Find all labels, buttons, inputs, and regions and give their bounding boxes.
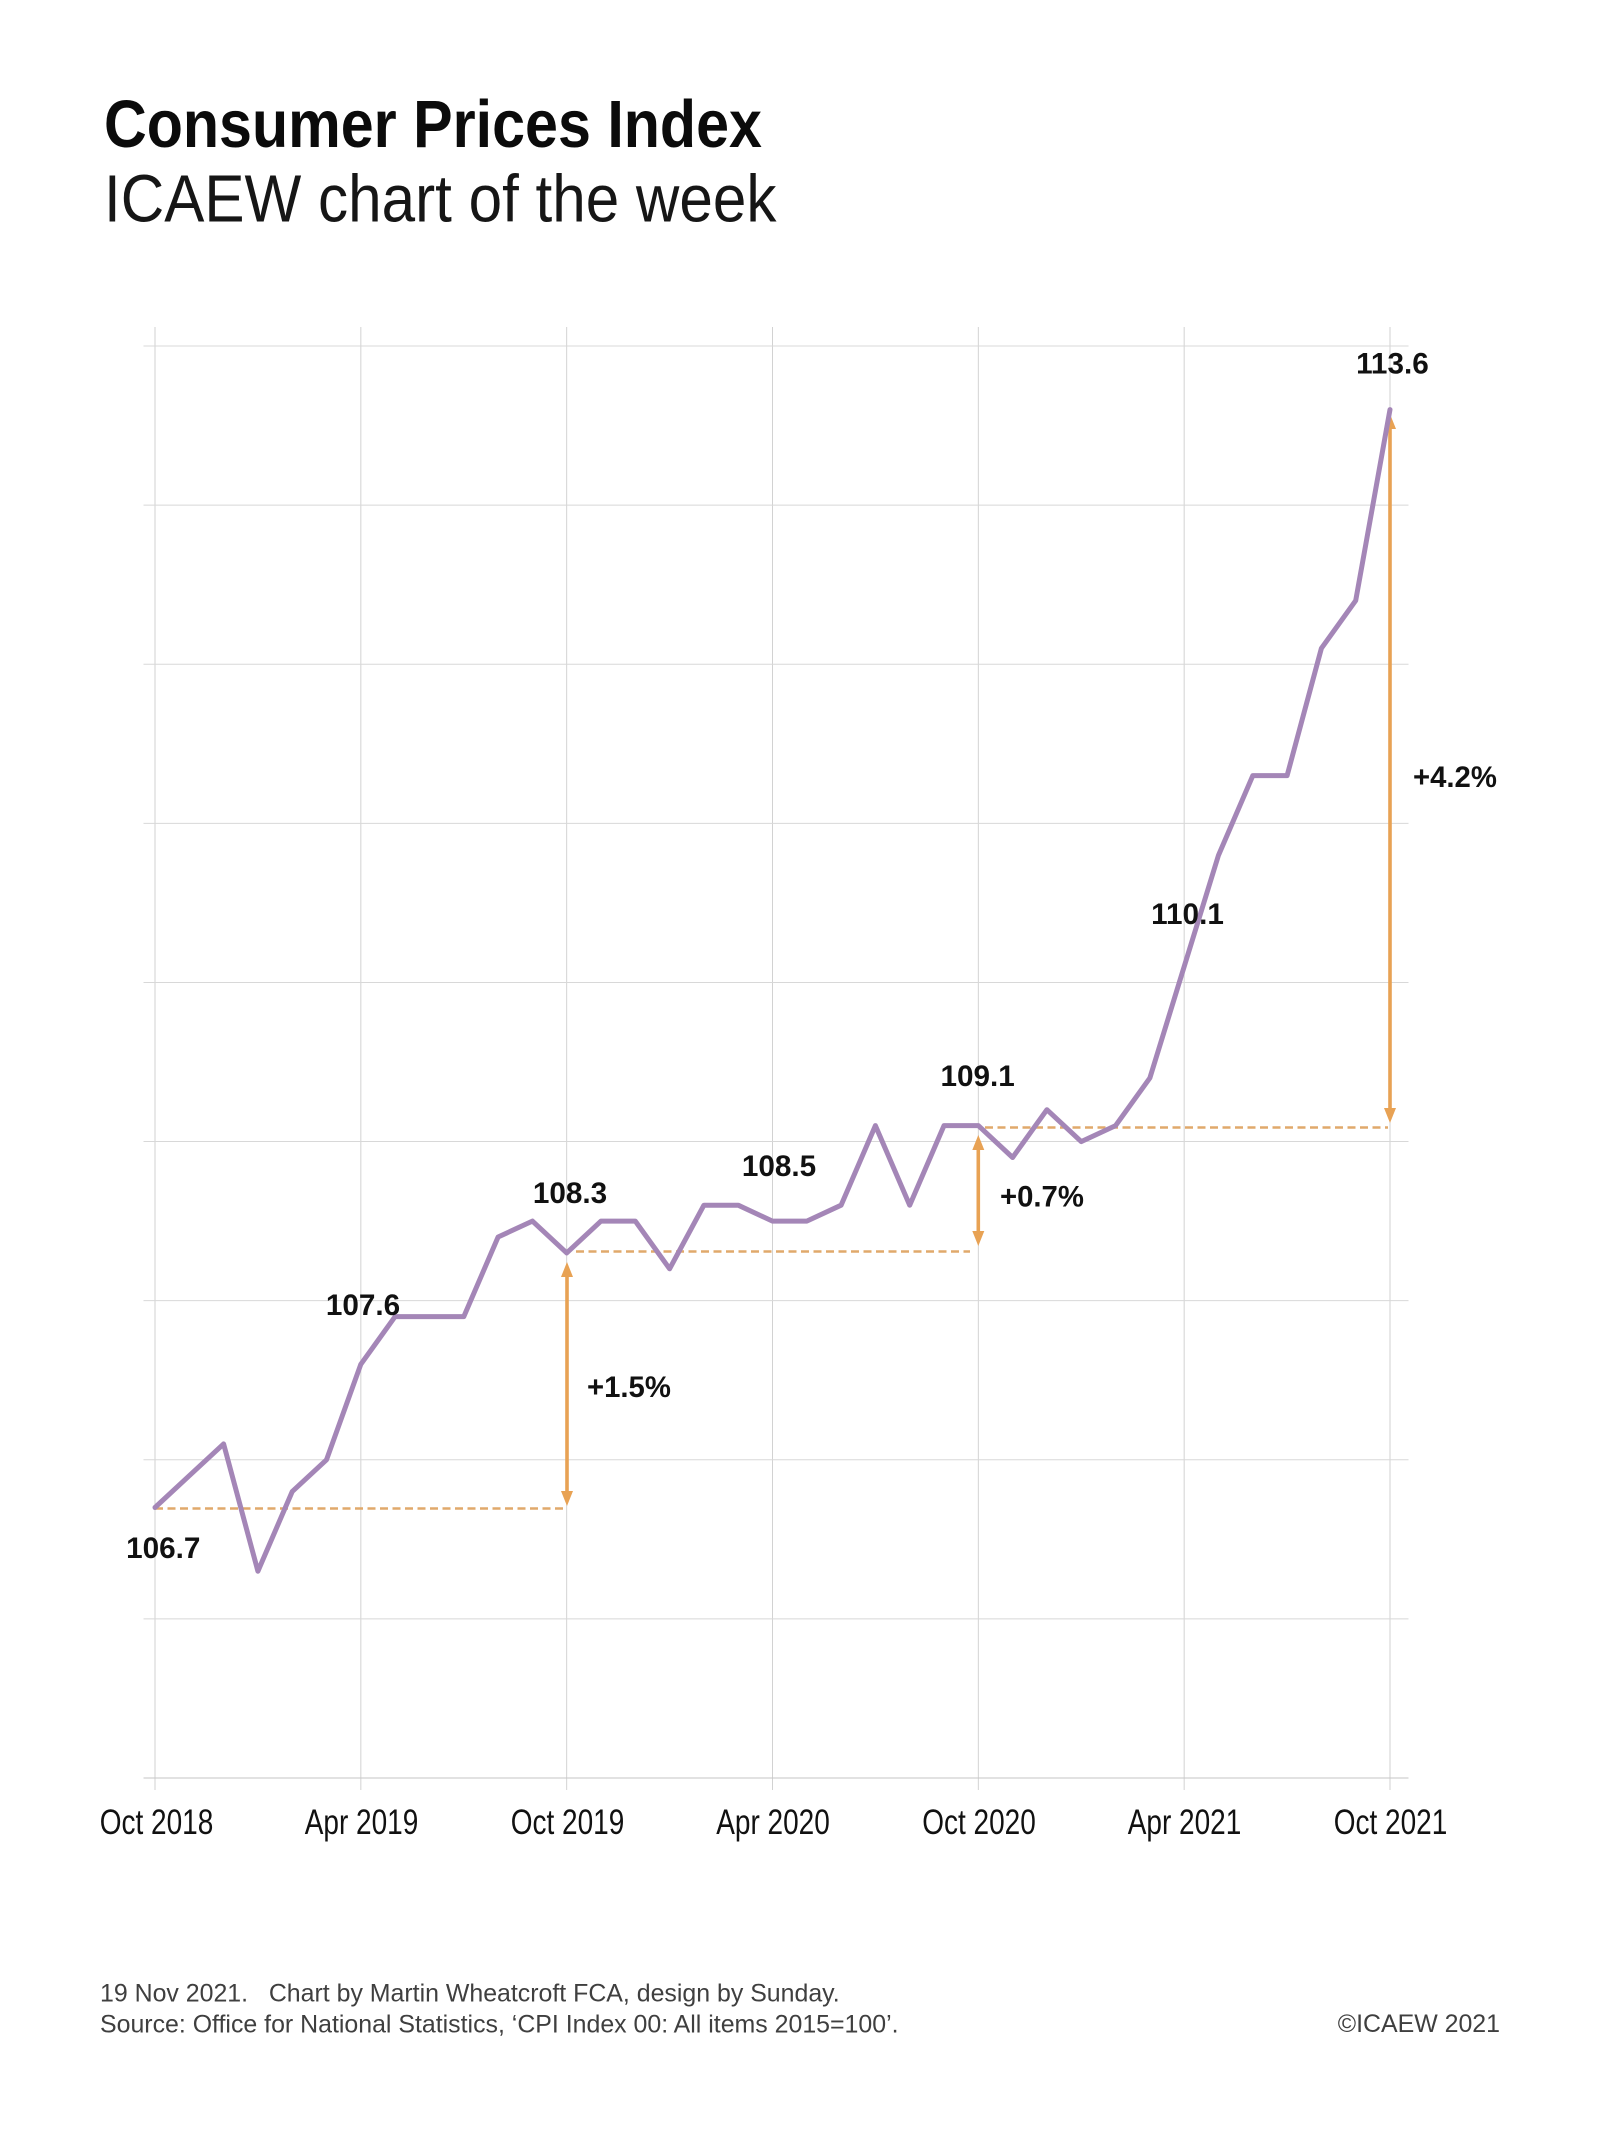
svg-text:106.7: 106.7 (126, 1532, 200, 1565)
svg-text:108.3: 108.3 (533, 1177, 607, 1210)
svg-text:+4.2%: +4.2% (1413, 761, 1497, 794)
svg-text:Apr 2021: Apr 2021 (1128, 1802, 1242, 1842)
svg-text:Apr 2019: Apr 2019 (305, 1802, 419, 1842)
svg-text:Consumer Prices Index: Consumer Prices Index (104, 88, 762, 162)
svg-text:Apr 2020: Apr 2020 (716, 1802, 830, 1842)
svg-text:113.6: 113.6 (1356, 348, 1429, 381)
svg-text:Oct 2021: Oct 2021 (1334, 1802, 1448, 1842)
svg-text:107.6: 107.6 (326, 1289, 400, 1322)
svg-text:109.1: 109.1 (940, 1060, 1014, 1093)
svg-text:ICAEW chart of the week: ICAEW chart of the week (104, 163, 777, 236)
svg-text:+0.7%: +0.7% (1000, 1181, 1084, 1214)
svg-text:+1.5%: +1.5% (587, 1371, 671, 1404)
svg-text:Oct 2020: Oct 2020 (922, 1802, 1036, 1842)
svg-text:108.5: 108.5 (742, 1150, 816, 1183)
svg-text:19 Nov 2021. Chart by Martin: 19 Nov 2021. Chart by Martin Wheatcroft … (100, 1979, 840, 2007)
svg-text:Oct 2018: Oct 2018 (100, 1802, 214, 1842)
svg-text:©ICAEW 2021: ©ICAEW 2021 (1338, 2010, 1500, 2038)
svg-text:Oct 2019: Oct 2019 (511, 1802, 625, 1842)
svg-text:Source: Office for National St: Source: Office for National Statistics, … (100, 2011, 899, 2039)
svg-text:110.1: 110.1 (1151, 898, 1224, 931)
